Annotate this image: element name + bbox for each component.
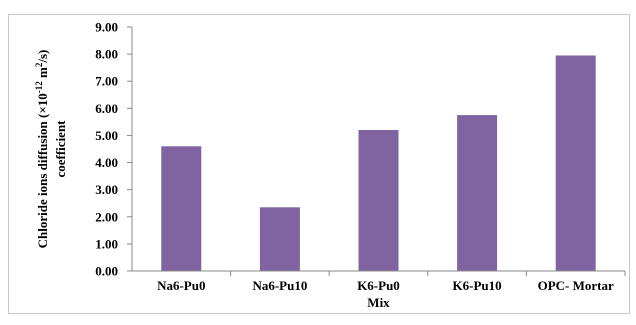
y-tick-label: 9.00 [95, 20, 118, 35]
x-tick-label: Na6-Pu0 [157, 278, 205, 293]
y-axis-ticks: 0.00 1.00 2.00 3.00 4.00 5.00 6.00 7.00 8.00 9.00 [95, 20, 132, 279]
x-tick-label: OPC- Mortar [538, 278, 614, 293]
y-axis-title-line1: Chloride ions diffusion (×10-12 m2/s) [34, 50, 50, 249]
bar [358, 130, 399, 271]
bar [161, 146, 202, 271]
y-axis-title-sup2: 2 [34, 62, 44, 67]
y-axis-title: Chloride ions diffusion (×10-12 m2/s) co… [34, 50, 68, 249]
y-tick-label: 8.00 [95, 47, 118, 62]
y-tick-label: 4.00 [95, 155, 118, 170]
bar [555, 55, 596, 271]
y-tick-label: 6.00 [95, 101, 118, 116]
y-tick-label: 2.00 [95, 209, 118, 224]
x-tick-label: K6-Pu10 [453, 278, 502, 293]
y-tick-label: 7.00 [95, 74, 118, 89]
y-tick-label: 5.00 [95, 128, 118, 143]
y-axis-title-part2: m [35, 67, 50, 81]
bar [259, 207, 300, 271]
x-tick-label: K6-Pu0 [357, 278, 400, 293]
y-tick-label: 3.00 [95, 182, 118, 197]
y-tick-label: 0.00 [95, 264, 118, 279]
bar [457, 115, 498, 271]
x-axis-labels: Na6-Pu0 Na6-Pu10 K6-Pu0 K6-Pu10 OPC- Mortar [157, 271, 626, 293]
x-axis-title: Mix [367, 295, 390, 310]
y-axis-title-sup1: -12 [34, 81, 44, 93]
bars [161, 55, 596, 271]
x-tick-label: Na6-Pu10 [252, 278, 307, 293]
y-axis-title-part3: /s) [35, 50, 50, 64]
y-axis-title-line2: coefficient [53, 120, 68, 178]
chart-frame [8, 14, 630, 314]
y-axis-title-part1: Chloride ions diffusion (×10 [35, 93, 50, 248]
y-tick-label: 1.00 [95, 236, 118, 251]
